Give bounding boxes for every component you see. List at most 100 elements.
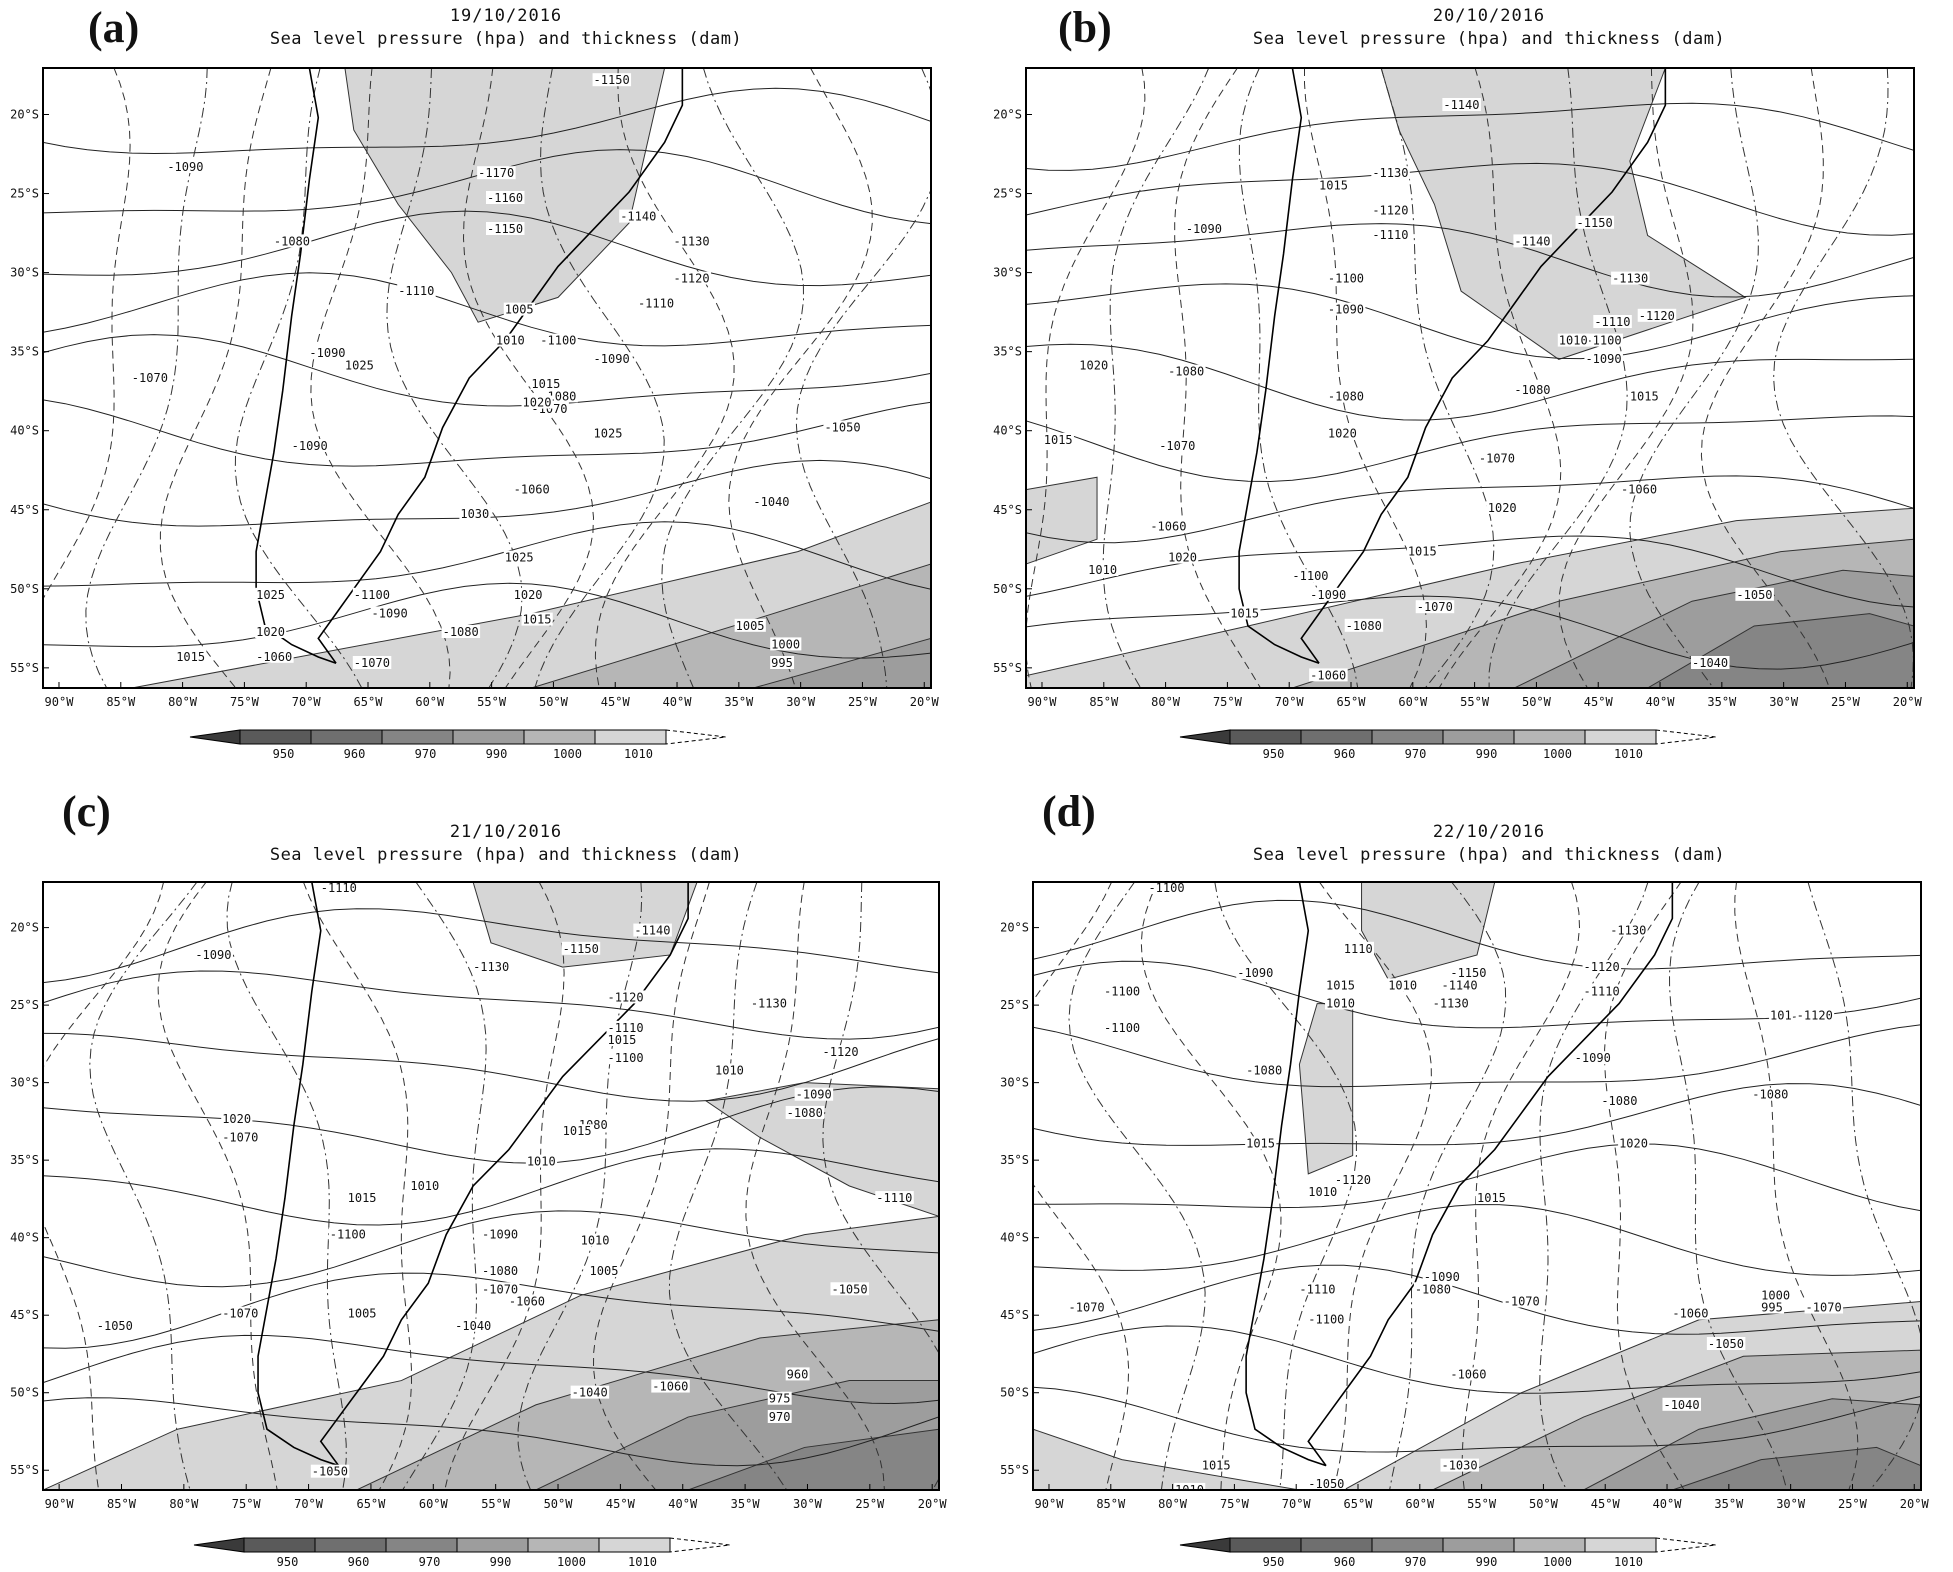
pressure-label-bg bbox=[1387, 978, 1419, 992]
pressure-label-bg bbox=[1245, 1136, 1277, 1150]
thickness-label: -1050 bbox=[312, 1465, 348, 1479]
thickness-label-bg bbox=[1449, 1367, 1488, 1381]
thickness-label-bg bbox=[1184, 222, 1224, 235]
lat-tick-label: 20°S bbox=[10, 921, 39, 935]
thickness-label: -1040 bbox=[1692, 656, 1728, 670]
legend-swatch bbox=[1300, 729, 1373, 745]
thickness-label-bg bbox=[1584, 352, 1623, 366]
lon-tick-label: 50°W bbox=[539, 695, 569, 709]
lon-tick-label: 60°W bbox=[1398, 695, 1428, 709]
thickness-label-bg bbox=[1795, 1008, 1835, 1022]
lon-tick-label: 70°W bbox=[292, 695, 322, 709]
thickness-label-bg bbox=[592, 73, 632, 87]
pressure-label-bg bbox=[734, 618, 766, 632]
map-frame bbox=[1032, 881, 1922, 1491]
thickness-line bbox=[594, 68, 735, 688]
thickness-line bbox=[1488, 68, 1628, 688]
legend-level-label: 950 bbox=[1263, 1555, 1285, 1569]
pressure-label: 1015 bbox=[176, 650, 205, 664]
isobar-line bbox=[1033, 1024, 1921, 1088]
thickness-label: -1150 bbox=[594, 73, 630, 87]
thickness-label: -1080 bbox=[1752, 1088, 1788, 1102]
pressure-shading bbox=[1361, 882, 1496, 980]
thickness-label-bg bbox=[481, 1227, 520, 1241]
pressure-label-bg bbox=[1087, 563, 1119, 576]
legend-swatch bbox=[456, 1537, 529, 1553]
legend-swatch bbox=[1442, 729, 1515, 745]
isobar-line bbox=[1026, 535, 1914, 608]
pressure-label-bg bbox=[1760, 1288, 1792, 1302]
thickness-label: -1100 bbox=[1328, 272, 1364, 286]
thickness-label-bg bbox=[272, 234, 312, 248]
thickness-label: -1120 bbox=[1372, 203, 1408, 217]
thickness-label: -1140 bbox=[634, 924, 670, 938]
pressure-label: 1015 bbox=[1477, 1191, 1506, 1205]
thickness-label-bg bbox=[539, 333, 578, 347]
pressure-shading bbox=[1026, 476, 1098, 565]
lat-tick-label: 20°S bbox=[10, 108, 39, 122]
lat-tick-label: 45°S bbox=[10, 503, 39, 517]
pressure-label: 960 bbox=[787, 1367, 809, 1381]
legend-swatch bbox=[381, 729, 454, 745]
thickness-label: -1070 bbox=[222, 1307, 258, 1321]
pressure-label-bg bbox=[221, 1112, 253, 1126]
thickness-label-bg bbox=[255, 649, 294, 663]
thickness-line bbox=[43, 68, 131, 600]
pressure-label: 1015 bbox=[531, 377, 560, 391]
legend-level-label: 960 bbox=[1334, 1555, 1356, 1569]
thickness-label-bg bbox=[561, 941, 601, 955]
pressure-label: 1020 bbox=[1168, 551, 1197, 565]
thickness-label: -1100 bbox=[540, 334, 576, 348]
pressure-label: 1010 bbox=[1175, 1483, 1204, 1497]
thickness-label: -1090 bbox=[1310, 588, 1346, 602]
thickness-label-bg bbox=[830, 1282, 869, 1296]
thickness-label-bg bbox=[441, 625, 481, 638]
thickness-line bbox=[157, 882, 278, 1490]
legend-swatch bbox=[1229, 1537, 1302, 1553]
pressure-label: 1010 bbox=[410, 1179, 439, 1193]
pressure-label-bg bbox=[525, 1154, 558, 1168]
pressure-label-bg bbox=[1307, 1185, 1339, 1198]
thickness-label-bg bbox=[1298, 1282, 1337, 1296]
pressure-label-bg bbox=[1769, 1008, 1793, 1022]
thickness-label-bg bbox=[370, 606, 410, 620]
legend-level-label: 970 bbox=[415, 747, 437, 761]
pressure-label-bg bbox=[1325, 996, 1357, 1010]
thickness-label-bg bbox=[823, 420, 862, 434]
lon-tick-label: 75°W bbox=[232, 1497, 262, 1511]
lat-tick-label: 25°S bbox=[1000, 998, 1029, 1012]
thickness-label-bg bbox=[1502, 1294, 1542, 1308]
isobar-line bbox=[43, 1272, 939, 1349]
lon-tick-label: 90°W bbox=[45, 1497, 75, 1511]
thickness-label: -1090 bbox=[372, 606, 408, 620]
pressure-label: 1020 bbox=[1488, 501, 1517, 515]
thickness-label-bg bbox=[1067, 1300, 1107, 1314]
thickness-label: -1060 bbox=[509, 1294, 545, 1308]
thickness-label: -1100 bbox=[1104, 984, 1140, 998]
panel-b: (b) 20/10/2016 Sea level pressure (hpa) … bbox=[980, 0, 1953, 790]
weather-map: -1140 -1130 -1120 -1110 -1150 -1090 -1140 -1100… bbox=[993, 67, 1922, 761]
thickness-label: -1120 bbox=[1584, 960, 1620, 974]
isobar-line bbox=[1026, 475, 1914, 544]
thickness-line bbox=[234, 68, 363, 688]
pressure-label: 1010 bbox=[496, 334, 525, 348]
pressure-label: 1015 bbox=[563, 1124, 592, 1138]
lat-tick-label: 20°S bbox=[993, 108, 1022, 122]
thickness-label-bg bbox=[352, 656, 392, 669]
thickness-label-bg bbox=[290, 439, 330, 452]
thickness-line bbox=[668, 882, 788, 1490]
lon-tick-label: 85°W bbox=[1096, 1497, 1126, 1511]
legend-swatch bbox=[239, 729, 312, 745]
panel-date: 20/10/2016 bbox=[1432, 6, 1546, 26]
thickness-line bbox=[1214, 882, 1357, 1490]
panel-c: (c) 21/10/2016 Sea level pressure (hpa) … bbox=[0, 790, 980, 1572]
isobar-line bbox=[1026, 415, 1914, 483]
lon-tick-label: 45°W bbox=[601, 695, 631, 709]
isobar-line bbox=[43, 1210, 939, 1288]
pressure-label: 1005 bbox=[736, 619, 765, 633]
lon-tick-label: 65°W bbox=[354, 695, 384, 709]
legend-swatch bbox=[314, 1537, 387, 1553]
legend-level-label: 970 bbox=[1405, 1555, 1427, 1569]
pressure-label-bg bbox=[1174, 1482, 1206, 1490]
pressure-label: 995 bbox=[771, 656, 793, 670]
